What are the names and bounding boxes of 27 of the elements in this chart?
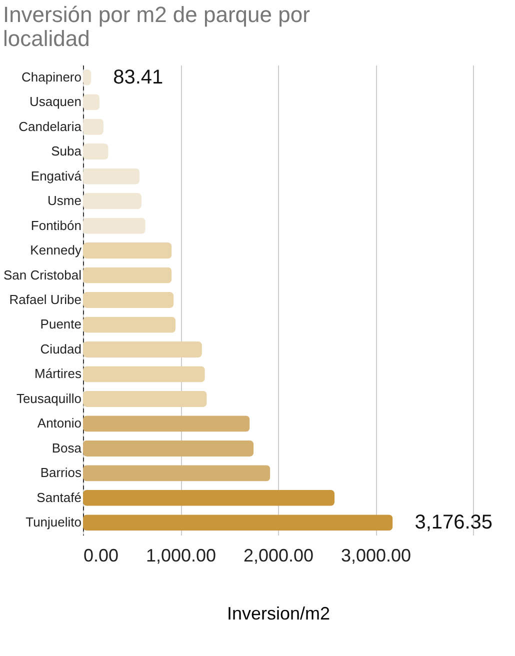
y-tick-label: Tunjuelito xyxy=(26,514,82,530)
y-tick-label: Santafé xyxy=(36,490,82,505)
x-tick-label: 3,000.00 xyxy=(340,546,412,566)
x-tick-label: 2,000.00 xyxy=(243,546,314,566)
y-tick-label: Usaquen xyxy=(29,94,82,110)
y-tick-label: Barrios xyxy=(40,465,82,480)
y-tick-label: Chapinero xyxy=(22,69,82,84)
x-tick-label: 0.00 xyxy=(84,546,119,566)
y-tick-label: Puente xyxy=(40,316,82,332)
data-label: 3,176.35 xyxy=(414,512,493,534)
y-tick-label: Fontibón xyxy=(30,218,82,233)
y-tick-label: Antonio xyxy=(37,416,82,431)
y-tick-label: Bosa xyxy=(52,440,82,456)
y-tick-label: Suba xyxy=(51,144,82,159)
y-tick-label: Usme xyxy=(48,193,82,208)
y-tick-label: Ciudad xyxy=(40,341,82,356)
y-tick-label: Mártires xyxy=(34,366,82,382)
x-axis-title: Inversion/m2 xyxy=(226,604,330,624)
y-tick-label: Candelaria xyxy=(18,118,82,134)
y-tick-label: San Cristobal xyxy=(3,267,82,282)
x-tick-label: 1,000.00 xyxy=(146,546,216,566)
data-label: 83.41 xyxy=(113,66,164,88)
y-tick-label: Engativá xyxy=(30,168,82,184)
chart-title: Inversión por m2 de parque por localidad xyxy=(2,2,310,51)
y-tick-label: Rafael Uribe xyxy=(9,292,82,307)
y-tick-label: Kennedy xyxy=(30,242,82,258)
y-tick-label: Teusaquillo xyxy=(16,390,82,406)
